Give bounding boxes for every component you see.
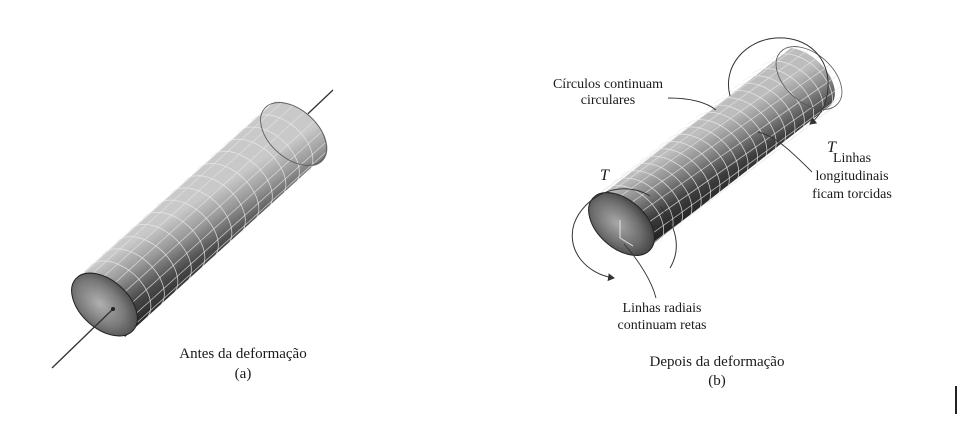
grid-ring-a: [197, 163, 260, 221]
grid-ring-b: [639, 155, 702, 214]
grid-ring-b: [723, 90, 787, 148]
grid-longitudinal-a: [136, 151, 327, 323]
end-face-a: [71, 272, 138, 337]
grid-ring-a: [237, 126, 300, 185]
grid-ring-a: [224, 138, 287, 197]
label-longitudinal-line3: ficam torcidas: [812, 187, 892, 202]
grid-ring-b: [714, 97, 777, 156]
grid-longitudinal-a: [132, 131, 323, 303]
grid-longitudinal-a: [103, 105, 294, 277]
caption-letter-b: (b): [708, 373, 726, 389]
grid-longitudinal-b: [620, 55, 821, 196]
grid-ring-a: [210, 151, 273, 209]
label-circles-line1: Círculos continuam: [553, 77, 663, 92]
grid-ring-b: [648, 148, 712, 207]
grid-ring-a: [89, 260, 152, 319]
grid-longitudinal-b: [609, 49, 809, 194]
grid-ring-b: [770, 53, 833, 112]
grid-longitudinal-a: [136, 142, 327, 314]
grid-ring-b: [658, 141, 721, 199]
shaft-body-b: [603, 48, 835, 254]
grid-ring-a: [102, 248, 165, 307]
leader-circles: [667, 97, 717, 111]
caption-a: Antes da deformação: [179, 346, 306, 362]
label-radial-line2: continuam retas: [617, 318, 706, 333]
grid-ring-a: [129, 223, 192, 282]
grid-ring-b: [667, 133, 730, 192]
grid-ring-b: [611, 177, 674, 236]
grid-ring-a: [183, 175, 246, 234]
radial-line: [619, 237, 634, 247]
grid-longitudinal-a: [82, 103, 273, 275]
end-face-b: [588, 192, 655, 256]
grid-longitudinal-b: [642, 75, 838, 212]
torque-symbol-far: T: [827, 139, 837, 156]
panel-b: T T Círculos continuam circulares Linhas…: [553, 37, 892, 389]
torque-arrow-near: [571, 188, 651, 282]
grid-ring-a: [116, 236, 179, 295]
grid-longitudinal-b: [649, 85, 842, 222]
label-longitudinal-line1: Linhas: [833, 151, 871, 166]
torque-arrow-far: [728, 37, 829, 125]
grid-ring-b: [761, 60, 824, 119]
grid-longitudinal-b: [632, 64, 831, 203]
leader-longitudinal: [757, 131, 813, 173]
torque-arrow-near-back: [659, 205, 677, 269]
edge-mark: [955, 386, 957, 414]
grid-ring-a: [143, 211, 206, 270]
leader-radial: [623, 243, 657, 299]
label-longitudinal-line2: longitudinais: [815, 169, 888, 184]
grid-longitudinal-a: [92, 102, 283, 274]
grid-ring-b: [705, 104, 768, 163]
caption-b: Depois da deformação: [650, 354, 785, 370]
far-end-a: [260, 102, 327, 166]
grid-ring-b: [751, 68, 815, 126]
grid-lines-b: [599, 46, 842, 243]
grid-ring-b: [601, 185, 665, 243]
grid-ring-b: [620, 170, 683, 229]
grid-ring-b: [733, 82, 796, 141]
torque-symbol-near: T: [600, 167, 610, 184]
grid-longitudinal-b: [653, 103, 838, 243]
panel-a: Antes da deformação (a): [51, 89, 334, 382]
grid-ring-a: [251, 114, 314, 173]
axis-point-a: [111, 307, 115, 311]
grid-ring-b: [742, 75, 805, 134]
axis-line-front-a: [51, 308, 114, 369]
grid-longitudinal-a: [125, 120, 315, 292]
label-circles-line2: circulares: [581, 93, 635, 108]
caption-letter-a: (a): [235, 366, 252, 382]
far-end-b: [775, 46, 843, 110]
grid-ring-a: [156, 199, 219, 258]
grid-lines-a: [82, 102, 327, 323]
grid-ring-a: [170, 187, 233, 246]
label-radial-line1: Linhas radiais: [623, 301, 702, 316]
grid-ring-b: [630, 163, 693, 221]
grid-longitudinal-a: [115, 111, 305, 283]
grid-longitudinal-b: [599, 46, 798, 194]
